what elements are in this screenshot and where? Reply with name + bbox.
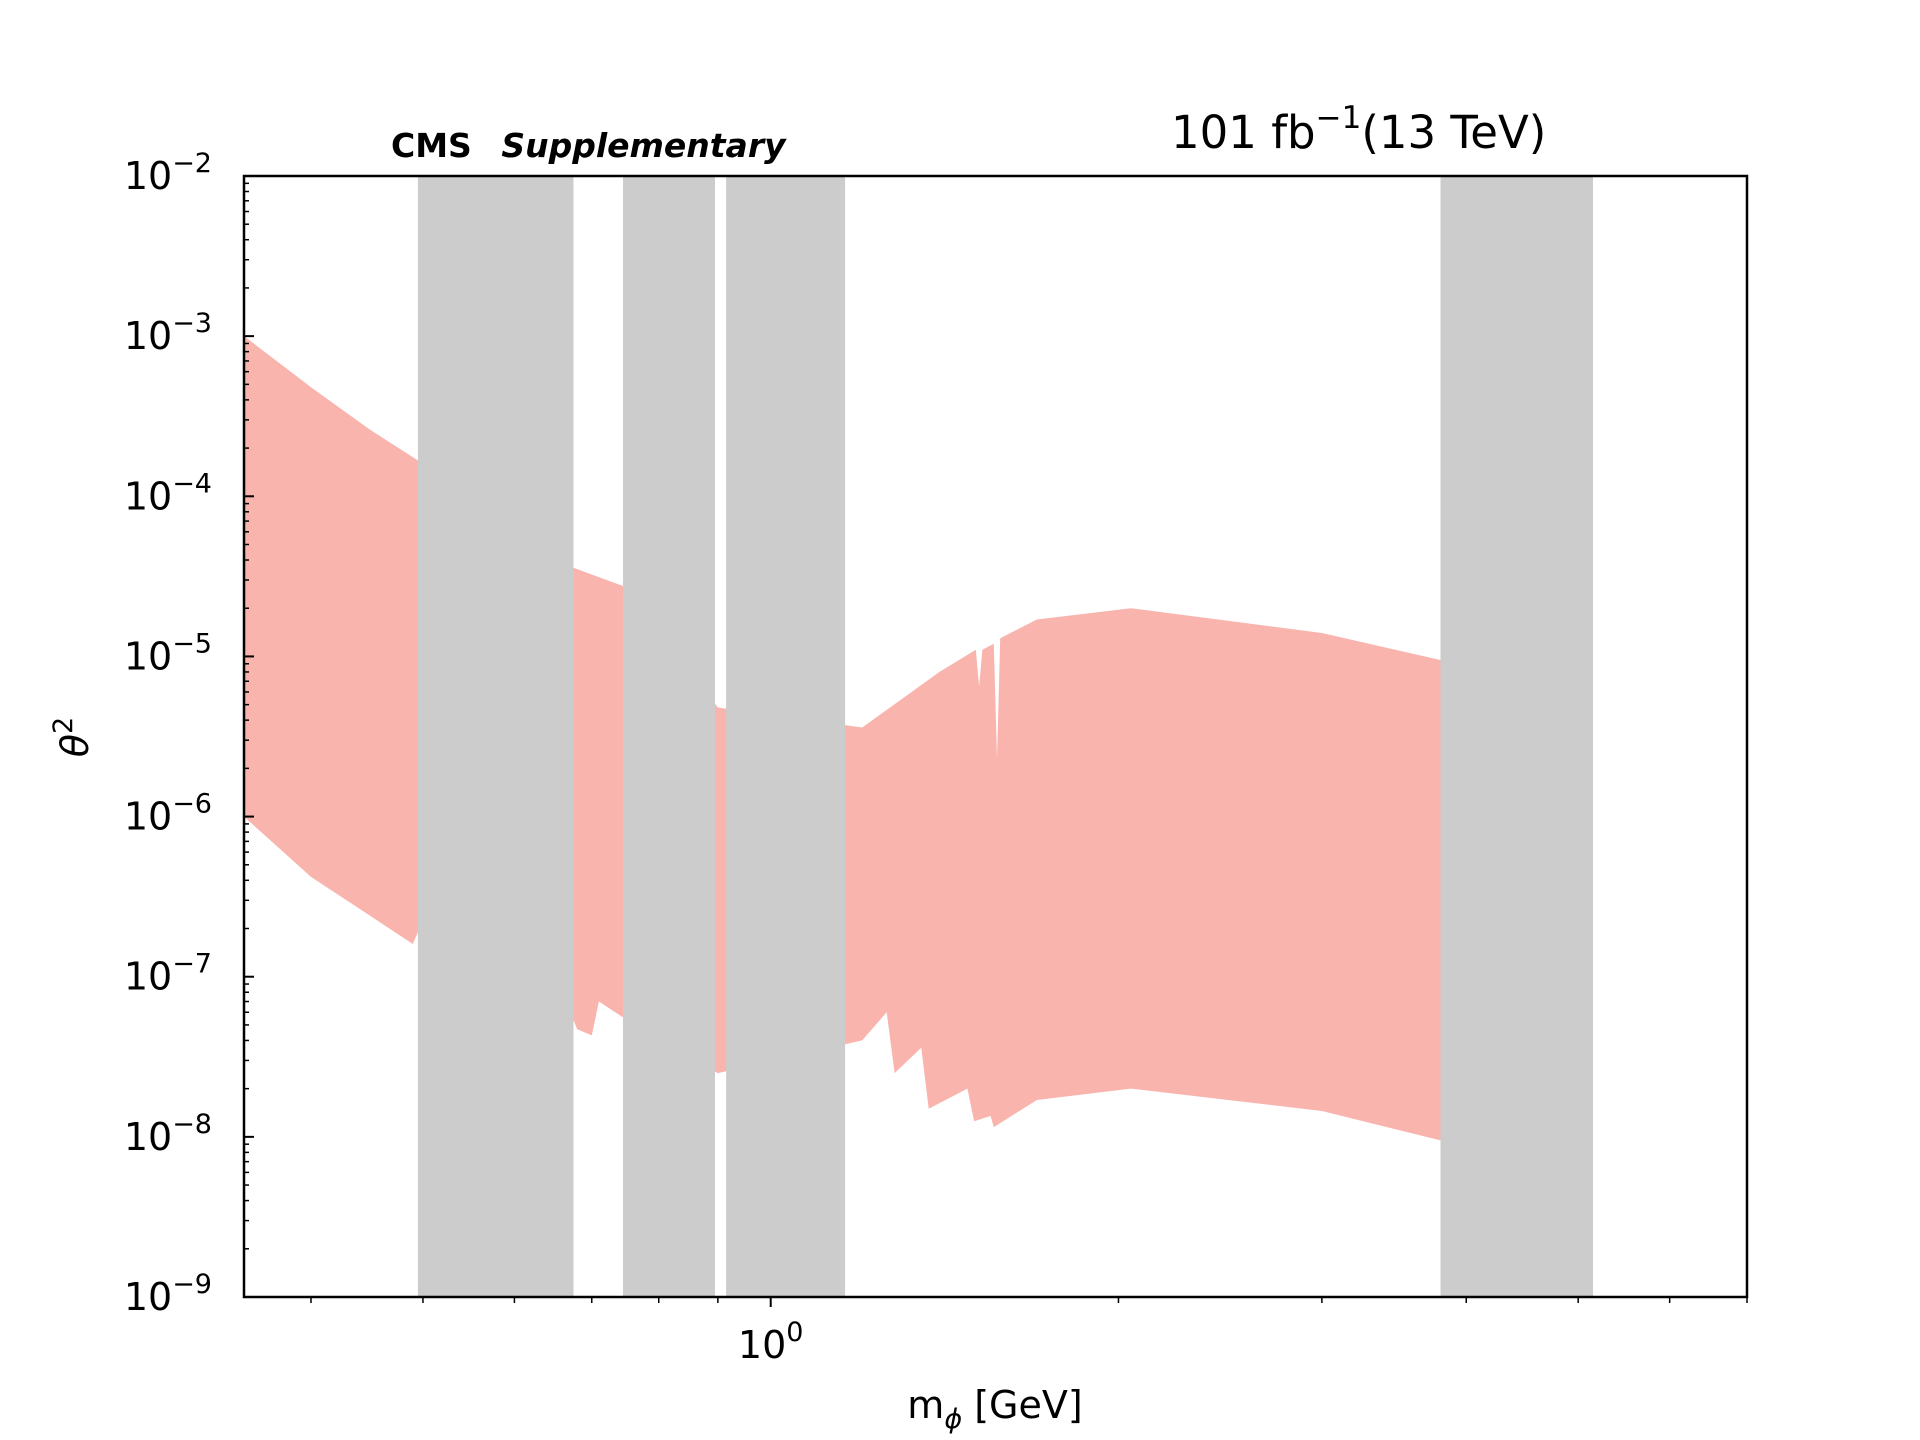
x-axis-label-unit: [GeV] [962,1383,1083,1427]
y-axis-label: θ2 [48,717,97,757]
plot-frame [242,174,1749,1299]
luminosity-exponent: −1 [1316,100,1362,136]
y-tick-label: 10−7 [124,949,212,999]
vetoed-mass-window-3 [726,176,846,1297]
x-axis-label-base: m [907,1383,944,1427]
vetoed-mass-window-4 [1440,176,1593,1297]
status-label: Supplementary [501,126,787,165]
y-axis-label-superscript: 2 [48,717,79,734]
x-axis-label-subscript: ϕ [944,1404,962,1435]
y-tick-label: 10−5 [124,628,212,678]
vetoed-mass-window-1 [417,176,574,1297]
vetoed-mass-window-2 [623,176,715,1297]
y-tick-label: 10−8 [124,1109,212,1159]
label-layer: 10−9 10−8 10−7 10−6 10−5 10−4 10−3 10−2 100 [124,148,804,1367]
y-tick-label: 10−6 [124,789,212,839]
x-tick-label: 100 [738,1317,804,1367]
luminosity-label: 101 fb−1(13 TeV) [1171,100,1546,159]
x-axis-label: mϕ [GeV] [907,1383,1082,1435]
y-tick-label: 10−4 [124,468,212,518]
experiment-name: CMS [391,126,472,165]
y-tick-label: 10−2 [124,148,212,198]
luminosity-energy: (13 TeV) [1361,106,1546,159]
data-layer [244,176,1593,1297]
y-tick-label: 10−9 [124,1269,212,1319]
experiment-label: CMS Supplementary [391,126,787,165]
y-axis-label-base: θ [53,734,97,757]
luminosity-value: 101 fb [1171,106,1316,159]
y-tick-label: 10−3 [124,308,212,358]
